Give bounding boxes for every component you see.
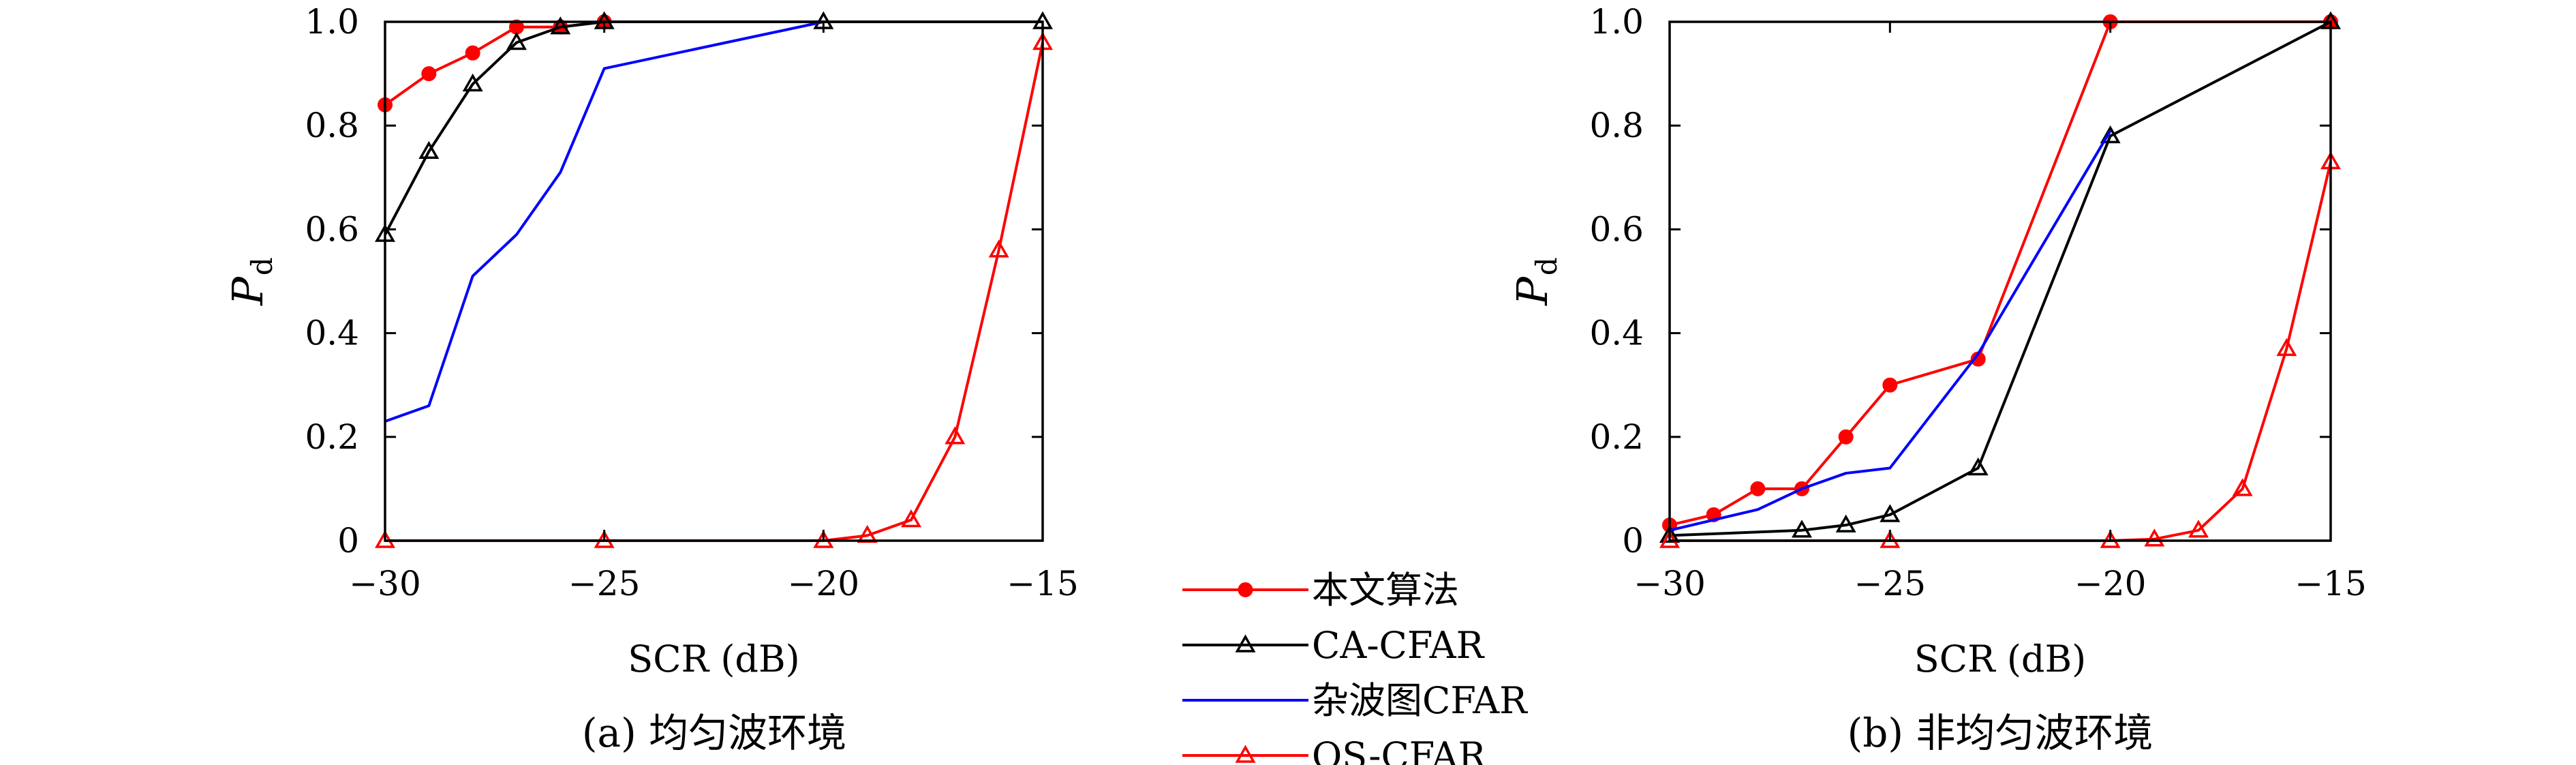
y-tick-label: 0.6	[305, 209, 359, 249]
data-point-s0-5	[1882, 377, 1898, 393]
data-point-s1-1	[1791, 520, 1813, 538]
y-tick-label: 0.2	[305, 417, 359, 457]
x-tick-label: −15	[1007, 564, 1079, 603]
legend-label-0: 本文算法	[1312, 569, 1459, 612]
data-point-s1-1	[418, 140, 440, 159]
data-point-s0-4	[1838, 429, 1854, 445]
plot-frame	[1668, 20, 2332, 542]
y-axis-label: Pd	[223, 257, 279, 306]
data-point-s0-1	[421, 66, 437, 82]
x-axis-label: SCR (dB)	[628, 638, 800, 680]
y-tick-label: 0.8	[1589, 106, 1644, 145]
y-tick-label: 0.6	[1589, 209, 1644, 249]
data-point-s3-5	[945, 426, 966, 445]
data-point-s3-4	[900, 509, 922, 528]
x-axis-label: SCR (dB)	[1914, 638, 2087, 680]
legend-label-3: OS-CFAR	[1312, 734, 1487, 765]
y-tick-label: 0	[1622, 521, 1644, 560]
data-point-s1-2	[1835, 514, 1856, 532]
y-tick-label: 0.8	[305, 106, 359, 145]
series-line-1	[384, 20, 1043, 235]
series-line-2	[1669, 130, 2112, 532]
panel-caption: (a) 均匀波环境	[582, 710, 846, 756]
data-point-s3-5	[2232, 478, 2253, 496]
data-point-s3-6	[988, 239, 1009, 258]
y-tick-label: 0.2	[1589, 417, 1644, 457]
legend-label-1: CA-CFAR	[1312, 624, 1485, 667]
panel-caption: (b) 非均匀波环境	[1847, 710, 2153, 756]
legend-label-2: 杂波图CFAR	[1312, 679, 1528, 722]
y-tick-label: 0	[337, 521, 359, 560]
data-point-s1-5	[2100, 125, 2121, 144]
y-tick-label: 0.4	[1589, 314, 1644, 353]
panel-a: −30 −25 −20 −15 0 0.2 0.4 0.6 0.8 1.0 SCR (dB) Pd (a…	[223, 2, 1079, 756]
series-line-2	[384, 20, 824, 423]
y-axis-label-sub: d	[1530, 257, 1563, 275]
plot-frame	[384, 20, 1044, 542]
x-tick-label: −30	[349, 564, 421, 603]
data-point-s1-4	[550, 16, 571, 35]
x-tick-label: −15	[2295, 564, 2367, 603]
data-point-s1-3	[1880, 504, 1901, 522]
y-tick-label: 0.4	[305, 314, 359, 353]
panel-b: −30 −25 −20 −15 0 0.2 0.4 0.6 0.8 1.0 SCR (dB) Pd (b…	[1507, 2, 2367, 756]
y-axis-label-main: P	[223, 276, 273, 306]
series-line-0	[1669, 20, 2331, 527]
data-point-s3-3	[2144, 528, 2165, 547]
data-point-s3-4	[2188, 520, 2209, 538]
data-point-s3-6	[2276, 338, 2297, 357]
y-tick-label: 1.0	[1589, 2, 1644, 42]
legend-marker-3	[1235, 745, 1256, 763]
data-point-s0-2	[465, 45, 480, 61]
legend: 本文算法 CA-CFAR 杂波图CFAR OS-CFAR	[1182, 569, 1528, 765]
y-axis-label-main: P	[1507, 276, 1557, 306]
x-tick-label: −20	[2074, 564, 2147, 603]
series-line-1	[1669, 20, 2331, 537]
y-tick-label: 1.0	[305, 2, 359, 42]
series-line-3	[1670, 162, 2332, 542]
x-tick-label: −25	[568, 564, 641, 603]
data-point-s1-3	[506, 31, 527, 50]
series-line-3	[385, 42, 1044, 542]
x-tick-label: −30	[1634, 564, 1706, 603]
legend-marker-1	[1235, 634, 1256, 652]
x-tick-label: −20	[788, 564, 860, 603]
data-point-s0-2	[1750, 481, 1766, 496]
y-axis-label: Pd	[1507, 257, 1563, 306]
y-axis-label-sub: d	[245, 257, 279, 275]
data-point-s1-2	[462, 73, 483, 92]
legend-marker-0	[1238, 582, 1253, 597]
x-tick-label: −25	[1854, 564, 1927, 603]
data-point-s1-4	[1967, 457, 1989, 476]
